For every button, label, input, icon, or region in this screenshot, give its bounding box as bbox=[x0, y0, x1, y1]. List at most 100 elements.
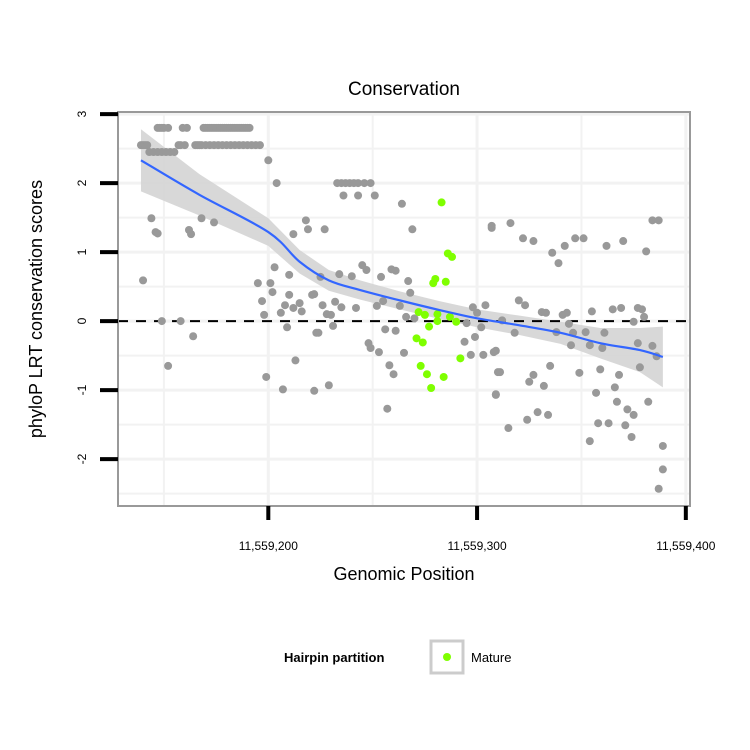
data-point-mature bbox=[416, 361, 425, 370]
confidence-band bbox=[140, 129, 663, 388]
data-point-other bbox=[278, 385, 287, 394]
x-axis: 11,559,200 11,559,300 11,559,400 bbox=[239, 506, 716, 553]
data-point-other bbox=[623, 405, 632, 414]
other-points bbox=[136, 123, 667, 493]
data-point-other bbox=[391, 326, 400, 335]
data-point-mature bbox=[412, 334, 421, 343]
data-point-other bbox=[260, 310, 269, 319]
data-point-other bbox=[324, 381, 333, 390]
data-point-other bbox=[587, 307, 596, 316]
data-point-other bbox=[245, 123, 254, 132]
data-point-other bbox=[525, 377, 534, 386]
data-point-other bbox=[147, 214, 156, 223]
data-point-other bbox=[518, 234, 527, 243]
data-point-other bbox=[596, 365, 605, 374]
y-tick-label: -2 bbox=[75, 453, 89, 464]
data-point-other bbox=[460, 337, 469, 346]
data-point-other bbox=[189, 332, 198, 341]
data-point-other bbox=[283, 323, 292, 332]
chart-title: Conservation bbox=[348, 79, 460, 100]
data-point-mature bbox=[439, 372, 448, 381]
data-point-other bbox=[170, 148, 179, 157]
data-point-other bbox=[389, 370, 398, 379]
data-point-other bbox=[397, 199, 406, 208]
data-point-other bbox=[654, 484, 663, 493]
data-point-other bbox=[529, 370, 538, 379]
data-point-other bbox=[548, 248, 557, 257]
data-point-other bbox=[579, 234, 588, 243]
data-point-other bbox=[326, 310, 335, 319]
data-point-other bbox=[604, 419, 613, 428]
data-point-other bbox=[544, 410, 553, 419]
data-point-other bbox=[491, 346, 500, 355]
data-point-other bbox=[182, 123, 191, 132]
data-point-other bbox=[491, 390, 500, 399]
data-point-other bbox=[504, 424, 513, 433]
data-point-other bbox=[360, 179, 369, 188]
data-point-other bbox=[658, 465, 667, 474]
data-point-mature bbox=[418, 338, 427, 347]
data-point-other bbox=[210, 218, 219, 227]
data-point-other bbox=[615, 370, 624, 379]
smooth-trend-line bbox=[140, 159, 664, 359]
data-point-other bbox=[335, 270, 344, 279]
data-point-other bbox=[197, 214, 206, 223]
data-point-other bbox=[658, 441, 667, 450]
legend: Hairpin partition Mature bbox=[284, 639, 511, 675]
data-point-other bbox=[633, 339, 642, 348]
data-point-mature bbox=[441, 277, 450, 286]
data-point-other bbox=[385, 361, 394, 370]
data-point-other bbox=[514, 296, 523, 305]
data-point-other bbox=[139, 276, 148, 285]
data-point-other bbox=[546, 361, 555, 370]
data-point-other bbox=[255, 141, 264, 150]
data-point-other bbox=[176, 317, 185, 326]
data-point-other bbox=[402, 312, 411, 321]
data-point-mature bbox=[414, 308, 423, 317]
data-point-other bbox=[253, 279, 262, 288]
data-point-other bbox=[337, 303, 346, 312]
data-point-other bbox=[481, 301, 490, 310]
data-point-other bbox=[270, 263, 279, 272]
data-point-other bbox=[391, 266, 400, 275]
data-point-mature bbox=[452, 317, 461, 326]
data-point-mature bbox=[425, 322, 434, 331]
smooth-line-group bbox=[140, 159, 664, 359]
y-axis: 3 2 1 0 -1 -2 bbox=[75, 110, 118, 464]
data-point-other bbox=[372, 301, 381, 310]
data-point-other bbox=[533, 408, 542, 417]
data-point-other bbox=[477, 323, 486, 332]
data-point-other bbox=[642, 247, 651, 256]
data-point-other bbox=[272, 179, 281, 188]
data-point-other bbox=[379, 297, 388, 306]
data-point-other bbox=[602, 241, 611, 250]
y-axis-label: phyloP LRT conservation scores bbox=[26, 180, 46, 438]
x-tick-label: 11,559,300 bbox=[447, 539, 506, 553]
data-point-other bbox=[523, 415, 532, 424]
data-point-other bbox=[410, 314, 419, 323]
data-point-other bbox=[654, 216, 663, 225]
data-point-other bbox=[331, 297, 340, 306]
y-tick-label: -1 bbox=[75, 384, 89, 395]
data-point-other bbox=[640, 312, 649, 321]
mature-points bbox=[412, 198, 465, 393]
data-point-other bbox=[612, 397, 621, 406]
data-point-other bbox=[619, 237, 628, 246]
data-point-other bbox=[487, 221, 496, 230]
data-point-other bbox=[295, 299, 304, 308]
data-point-other bbox=[285, 270, 294, 279]
data-point-other bbox=[377, 272, 386, 281]
data-point-other bbox=[395, 301, 404, 310]
data-point-other bbox=[571, 234, 580, 243]
data-point-other bbox=[554, 259, 563, 268]
data-point-other bbox=[153, 229, 162, 238]
data-point-mature bbox=[422, 370, 431, 379]
data-point-other bbox=[644, 397, 653, 406]
data-point-other bbox=[318, 301, 327, 310]
data-point-other bbox=[347, 272, 356, 281]
data-point-other bbox=[291, 356, 300, 365]
y-tick-label: 3 bbox=[75, 110, 89, 117]
data-point-other bbox=[262, 372, 271, 381]
data-point-other bbox=[473, 308, 482, 317]
data-point-other bbox=[404, 277, 413, 286]
